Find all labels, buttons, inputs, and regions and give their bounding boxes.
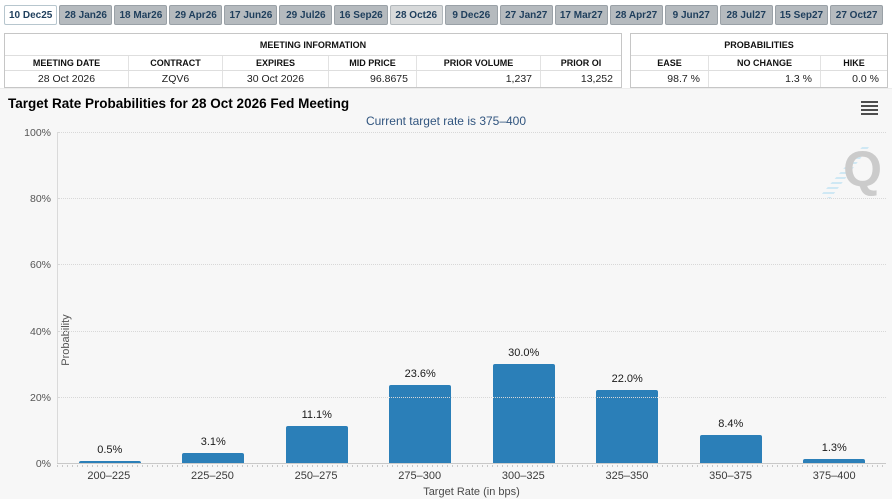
chart-menu-hamburger-icon[interactable] bbox=[861, 101, 878, 115]
bar-slot-275–300: 23.6% bbox=[369, 132, 473, 463]
probabilities-table: PROBABILITIES EASE NO CHANGE HIKE 98.7 % 1.… bbox=[630, 33, 888, 88]
tab-29-apr26[interactable]: 29 Apr26 bbox=[169, 5, 223, 25]
tab-27-jan27[interactable]: 27 Jan27 bbox=[499, 5, 553, 25]
chart-panel: Target Rate Probabilities for 28 Oct 202… bbox=[0, 88, 892, 499]
x-tick-label-325–350: 325–350 bbox=[605, 470, 649, 482]
bar-value-label: 22.0% bbox=[611, 373, 643, 385]
tab-10-dec25[interactable]: 10 Dec25 bbox=[4, 5, 58, 25]
tab-27-oct27[interactable]: 27 Oct27 bbox=[830, 5, 884, 25]
x-tick-label-350–375: 350–375 bbox=[709, 470, 752, 482]
gridline-60% bbox=[58, 264, 886, 266]
probabilities-header-row: EASE NO CHANGE HIKE bbox=[631, 56, 887, 71]
bar-slot-350–375: 8.4% bbox=[679, 132, 783, 463]
meeting-information-title: MEETING INFORMATION bbox=[5, 34, 621, 56]
x-tick-label-275–300: 275–300 bbox=[398, 470, 442, 482]
bar-slot-375–400: 1.3% bbox=[783, 132, 887, 463]
info-tables: MEETING INFORMATION MEETING DATE CONTRACT… bbox=[4, 33, 888, 88]
tab-28-apr27[interactable]: 28 Apr27 bbox=[609, 5, 663, 25]
gridline-20% bbox=[58, 396, 886, 398]
y-tick-label-80%: 80% bbox=[29, 193, 51, 206]
gridline-80% bbox=[58, 198, 886, 200]
x-axis-line bbox=[57, 463, 886, 467]
x-tick-label-225–250: 225–250 bbox=[191, 470, 234, 482]
x-tick-label-250–275: 250–275 bbox=[294, 470, 338, 482]
bar-value-label: 3.1% bbox=[200, 436, 226, 448]
value-mid-price: 96.8675 bbox=[329, 71, 417, 87]
bar-250–275[interactable] bbox=[285, 426, 348, 463]
bar-slot-300–325: 30.0% bbox=[472, 132, 576, 463]
bar-slot-225–250: 3.1% bbox=[162, 132, 266, 463]
bar-300–325[interactable] bbox=[492, 364, 555, 463]
value-no-change: 1.3 % bbox=[709, 71, 821, 87]
value-contract: ZQV6 bbox=[129, 71, 223, 87]
tab-28-jan26[interactable]: 28 Jan26 bbox=[59, 5, 113, 25]
bar-value-label: 30.0% bbox=[508, 347, 540, 359]
meeting-date-tabs: 10 Dec25 28 Jan26 18 Mar26 29 Apr26 17 Jun26… bbox=[4, 5, 884, 25]
bar-225–250[interactable] bbox=[182, 453, 245, 463]
y-tick-label-0%: 0% bbox=[35, 458, 51, 470]
meeting-information-value-row: 28 Oct 2026 ZQV6 30 Oct 2026 96.8675 1,237 13… bbox=[5, 71, 621, 87]
y-tick-label-100%: 100% bbox=[24, 127, 51, 139]
value-prior-oi: 13,252 bbox=[580, 73, 613, 85]
value-prior-volume: 1,237 bbox=[417, 71, 541, 87]
x-tick-label-300–325: 300–325 bbox=[501, 470, 545, 482]
tab-17-jun26[interactable]: 17 Jun26 bbox=[224, 5, 278, 25]
x-tick-label-200–225: 200–225 bbox=[87, 470, 131, 482]
chart-subtitle: Current target rate is 375–400 bbox=[365, 114, 527, 128]
bar-value-label: 0.5% bbox=[97, 444, 123, 456]
y-tick-label-60%: 60% bbox=[29, 259, 51, 272]
tab-16-sep26[interactable]: 16 Sep26 bbox=[334, 5, 388, 25]
bar-375–400[interactable] bbox=[803, 459, 866, 463]
column-header-meeting-date: MEETING DATE bbox=[5, 56, 129, 70]
meeting-information-table: MEETING INFORMATION MEETING DATE CONTRACT… bbox=[4, 33, 622, 88]
bar-value-label: 11.1% bbox=[301, 409, 332, 421]
column-header-expires: EXPIRES bbox=[223, 56, 329, 70]
column-header-ease: EASE bbox=[631, 56, 709, 70]
column-header-contract: CONTRACT bbox=[129, 56, 223, 70]
value-meeting-date: 28 Oct 2026 bbox=[5, 71, 129, 87]
bar-value-label: 1.3% bbox=[821, 442, 847, 454]
tab-9-dec26[interactable]: 9 Dec26 bbox=[444, 5, 498, 25]
column-header-prior-oi: PRIOR OI bbox=[560, 58, 602, 68]
bar-200–225[interactable] bbox=[78, 461, 141, 463]
tab-28-oct26[interactable]: 28 Oct26 bbox=[389, 5, 443, 25]
y-tick-label-20%: 20% bbox=[29, 391, 51, 404]
tab-18-mar26[interactable]: 18 Mar26 bbox=[114, 5, 168, 25]
bar-value-label: 8.4% bbox=[718, 418, 744, 430]
bar-slot-250–275: 11.1% bbox=[265, 132, 369, 463]
bar-slot-325–350: 22.0% bbox=[576, 132, 680, 463]
meeting-information-header-row: MEETING DATE CONTRACT EXPIRES MID PRICE PRIO… bbox=[5, 56, 621, 71]
probabilities-title: PROBABILITIES bbox=[631, 34, 887, 56]
bar-275–300[interactable] bbox=[389, 385, 452, 463]
gridline-100% bbox=[58, 132, 886, 133]
plot-area: Probability 0.5% 3.1% 11.1% 23.6% 30.0% 22.0%… bbox=[57, 132, 886, 463]
column-header-mid-price: MID PRICE bbox=[329, 56, 417, 70]
column-header-prior-volume: PRIOR VOLUME bbox=[417, 56, 541, 70]
bar-series: 0.5% 3.1% 11.1% 23.6% 30.0% 22.0% 8.4% 1.3% bbox=[58, 132, 886, 463]
tab-29-jul26[interactable]: 29 Jul26 bbox=[279, 5, 333, 25]
x-axis-title: Target Rate (in bps) bbox=[423, 486, 520, 498]
bar-value-label: 23.6% bbox=[404, 368, 436, 380]
x-tick-label-375–400: 375–400 bbox=[812, 470, 856, 482]
bar-325–350[interactable] bbox=[596, 390, 659, 463]
gridline-40% bbox=[58, 330, 886, 332]
column-header-no-change: NO CHANGE bbox=[709, 56, 821, 70]
y-tick-label-40%: 40% bbox=[29, 325, 51, 338]
tab-17-mar27[interactable]: 17 Mar27 bbox=[554, 5, 608, 25]
probabilities-value-row: 98.7 % 1.3 % 0.0 % bbox=[631, 71, 887, 87]
value-hike: 0.0 % bbox=[852, 73, 879, 85]
value-expires: 30 Oct 2026 bbox=[223, 71, 329, 87]
value-ease: 98.7 % bbox=[631, 71, 709, 87]
bar-slot-200–225: 0.5% bbox=[58, 132, 162, 463]
column-header-hike: HIKE bbox=[843, 58, 865, 68]
tab-28-jul27[interactable]: 28 Jul27 bbox=[719, 5, 773, 25]
x-tick-labels: 200–225 225–250 250–275 275–300 300–325 325–3… bbox=[57, 470, 886, 482]
chart-title: Target Rate Probabilities for 28 Oct 202… bbox=[8, 96, 350, 111]
tab-9-jun27[interactable]: 9 Jun27 bbox=[664, 5, 718, 25]
tab-15-sep27[interactable]: 15 Sep27 bbox=[774, 5, 829, 25]
bar-350–375[interactable] bbox=[699, 435, 762, 463]
